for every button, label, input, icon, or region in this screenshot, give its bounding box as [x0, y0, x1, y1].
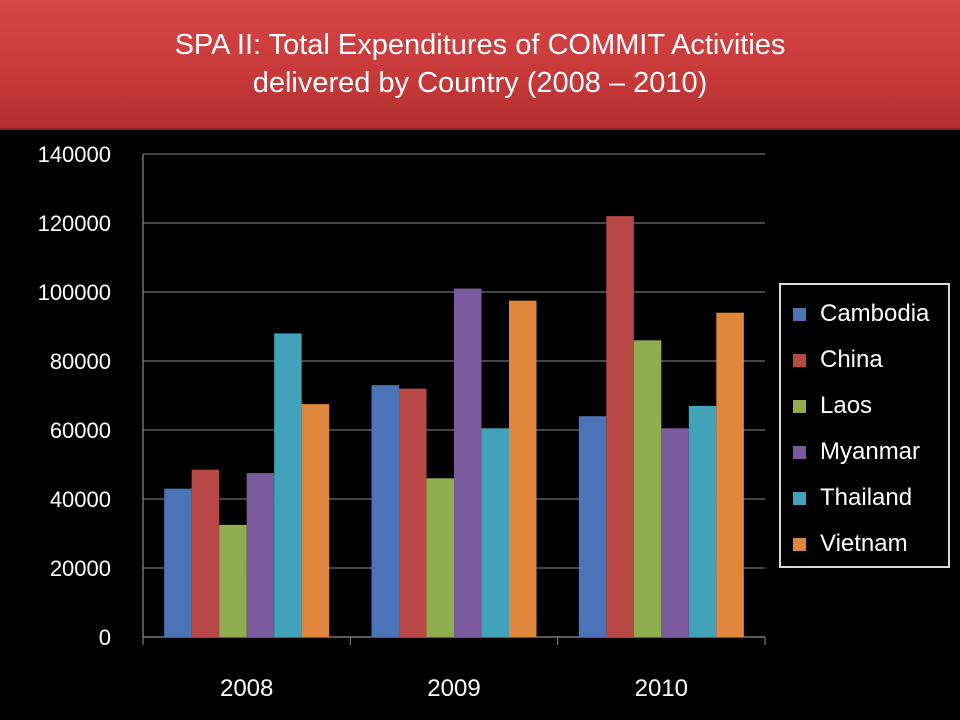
chart-title-line-1: SPA II: Total Expenditures of COMMIT Act…	[174, 29, 786, 61]
chart-legend: Cambodia China Laos Myanmar Thailand Vietnam	[779, 283, 950, 568]
legend-item: Cambodia	[793, 291, 948, 337]
bar-china-2010	[606, 216, 634, 637]
bar-china-2008	[191, 469, 220, 637]
chart-title-line-2: delivered by Country (2008 – 2010)	[252, 67, 708, 99]
y-tick-label: 40000	[50, 487, 111, 512]
bar-myanmar-2010	[661, 428, 689, 637]
y-tick-label: 140000	[38, 142, 111, 167]
legend-swatch	[793, 445, 806, 459]
title-banner: SPA II: Total Expenditures of COMMIT Act…	[0, 0, 960, 130]
legend-label: Laos	[820, 392, 873, 419]
legend-label: Myanmar	[820, 438, 921, 465]
x-tick-label: 2009	[427, 675, 480, 702]
legend-label: Vietnam	[820, 530, 908, 557]
y-tick-label: 120000	[38, 211, 111, 236]
legend-swatch	[793, 399, 806, 413]
legend-swatch	[793, 307, 806, 321]
bar-myanmar-2008	[246, 473, 275, 637]
legend-label: Cambodia	[820, 300, 930, 327]
y-tick-label: 0	[99, 625, 111, 650]
legend-item: China	[793, 337, 948, 383]
bar-china-2009	[399, 388, 427, 637]
y-tick-label: 80000	[50, 349, 111, 374]
y-tick-label: 20000	[50, 556, 111, 581]
legend-label: Thailand	[820, 484, 913, 511]
x-tick-label: 2010	[635, 675, 688, 702]
legend-swatch	[793, 353, 806, 367]
y-tick-label: 100000	[38, 280, 111, 305]
x-tick-label: 2008	[220, 675, 273, 702]
bar-thailand-2009	[481, 428, 509, 637]
legend-item: Thailand	[793, 475, 948, 521]
bar-cambodia-2009	[371, 385, 399, 637]
bar-thailand-2010	[688, 405, 717, 637]
bar-cambodia-2010	[578, 416, 607, 637]
legend-label: China	[820, 346, 883, 373]
y-tick-label: 60000	[50, 418, 111, 443]
bar-laos-2009	[426, 478, 454, 637]
bar-laos-2008	[219, 524, 247, 637]
legend-item: Laos	[793, 383, 948, 429]
bar-thailand-2008	[274, 333, 302, 637]
bar-laos-2010	[633, 340, 662, 637]
bar-vietnam-2008	[301, 404, 330, 637]
bar-cambodia-2008	[164, 488, 192, 637]
legend-item: Myanmar	[793, 429, 948, 475]
bar-myanmar-2009	[454, 288, 482, 637]
bar-vietnam-2009	[509, 300, 537, 637]
bar-chart: 0 20000 40000 60000 80000 100000 120000 140000 2…	[38, 142, 766, 702]
legend-swatch	[793, 491, 806, 505]
legend-item: Vietnam	[793, 521, 948, 567]
bar-vietnam-2010	[716, 312, 744, 637]
legend-swatch	[793, 537, 806, 551]
